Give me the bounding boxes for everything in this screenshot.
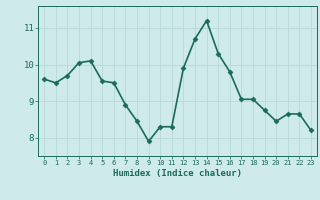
X-axis label: Humidex (Indice chaleur): Humidex (Indice chaleur)	[113, 169, 242, 178]
